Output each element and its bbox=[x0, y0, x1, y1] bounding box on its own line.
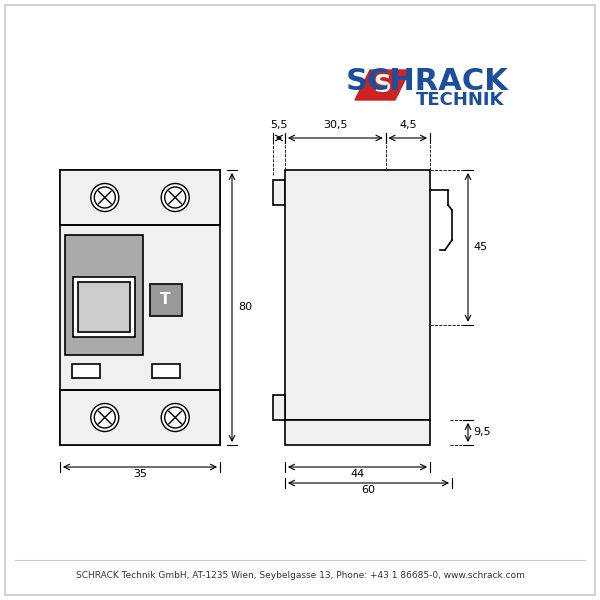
Circle shape bbox=[91, 403, 119, 431]
Bar bbox=[65, 235, 143, 355]
Text: 35: 35 bbox=[133, 469, 147, 479]
Circle shape bbox=[91, 184, 119, 211]
Text: 44: 44 bbox=[350, 469, 365, 479]
Bar bbox=[60, 170, 220, 225]
Bar bbox=[273, 395, 285, 420]
Bar bbox=[285, 170, 430, 420]
Text: TECHNIK: TECHNIK bbox=[416, 91, 504, 109]
Bar bbox=[60, 170, 220, 445]
Text: SCHRACK: SCHRACK bbox=[346, 67, 508, 97]
Text: 5,5: 5,5 bbox=[270, 120, 288, 130]
Text: 80: 80 bbox=[238, 302, 252, 313]
Circle shape bbox=[94, 187, 115, 208]
Polygon shape bbox=[355, 70, 410, 100]
Text: 4,5: 4,5 bbox=[399, 120, 416, 130]
Bar bbox=[273, 180, 285, 205]
Circle shape bbox=[164, 187, 186, 208]
Text: T: T bbox=[160, 292, 171, 307]
Bar bbox=[152, 364, 179, 378]
Text: S: S bbox=[373, 73, 391, 97]
Bar bbox=[60, 390, 220, 445]
Text: 30,5: 30,5 bbox=[323, 120, 347, 130]
Bar bbox=[285, 420, 430, 445]
Circle shape bbox=[161, 184, 189, 211]
Text: 60: 60 bbox=[361, 485, 376, 495]
Bar bbox=[72, 364, 100, 378]
Circle shape bbox=[94, 407, 115, 428]
Circle shape bbox=[161, 403, 189, 431]
Text: SCHRACK Technik GmbH, AT-1235 Wien, Seybelgasse 13, Phone: +43 1 86685-0, www.sc: SCHRACK Technik GmbH, AT-1235 Wien, Seyb… bbox=[76, 571, 524, 580]
Bar bbox=[149, 283, 182, 316]
Circle shape bbox=[164, 407, 186, 428]
Text: 9,5: 9,5 bbox=[473, 427, 491, 437]
Bar bbox=[73, 277, 135, 337]
Bar bbox=[78, 282, 130, 332]
Text: 45: 45 bbox=[473, 242, 487, 253]
